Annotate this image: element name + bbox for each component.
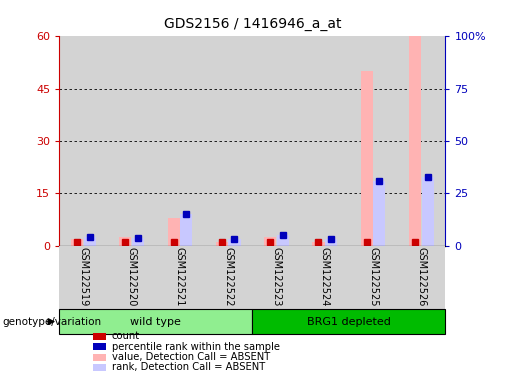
- Bar: [59, 309, 252, 334]
- Text: wild type: wild type: [130, 316, 181, 327]
- Bar: [264, 237, 276, 246]
- Bar: [360, 71, 373, 246]
- Bar: [216, 242, 228, 246]
- Bar: [277, 235, 289, 246]
- Bar: [313, 242, 324, 246]
- Text: GSM122519: GSM122519: [78, 247, 89, 306]
- Bar: [252, 309, 445, 334]
- Bar: [373, 181, 385, 246]
- Bar: [108, 246, 156, 309]
- Text: percentile rank within the sample: percentile rank within the sample: [112, 342, 280, 352]
- Bar: [252, 36, 301, 246]
- Bar: [156, 36, 204, 246]
- Bar: [325, 240, 337, 246]
- Bar: [301, 246, 349, 309]
- Text: BRG1 depleted: BRG1 depleted: [307, 316, 391, 327]
- Text: rank, Detection Call = ABSENT: rank, Detection Call = ABSENT: [112, 362, 265, 372]
- Bar: [132, 238, 144, 246]
- Text: GSM122524: GSM122524: [320, 247, 330, 306]
- Bar: [83, 237, 96, 246]
- Bar: [422, 177, 434, 246]
- Bar: [59, 36, 108, 246]
- Text: GSM122522: GSM122522: [223, 247, 233, 306]
- Bar: [229, 240, 241, 246]
- Bar: [349, 246, 397, 309]
- Bar: [156, 246, 204, 309]
- Text: GSM122526: GSM122526: [416, 247, 426, 306]
- Text: GSM122520: GSM122520: [127, 247, 136, 306]
- Bar: [71, 239, 83, 246]
- Bar: [409, 36, 421, 246]
- Bar: [301, 36, 349, 246]
- Text: GSM122525: GSM122525: [368, 247, 378, 306]
- Bar: [397, 36, 445, 246]
- Text: count: count: [112, 331, 140, 341]
- Text: value, Detection Call = ABSENT: value, Detection Call = ABSENT: [112, 352, 270, 362]
- Bar: [252, 246, 301, 309]
- Text: GDS2156 / 1416946_a_at: GDS2156 / 1416946_a_at: [164, 17, 341, 31]
- Bar: [180, 214, 192, 246]
- Bar: [167, 218, 180, 246]
- Bar: [349, 36, 397, 246]
- Bar: [119, 237, 131, 246]
- Bar: [397, 246, 445, 309]
- Bar: [204, 36, 252, 246]
- Text: GSM122523: GSM122523: [271, 247, 282, 306]
- Bar: [59, 246, 108, 309]
- Text: GSM122521: GSM122521: [175, 247, 185, 306]
- Text: genotype/variation: genotype/variation: [3, 316, 101, 327]
- Bar: [108, 36, 156, 246]
- Bar: [204, 246, 252, 309]
